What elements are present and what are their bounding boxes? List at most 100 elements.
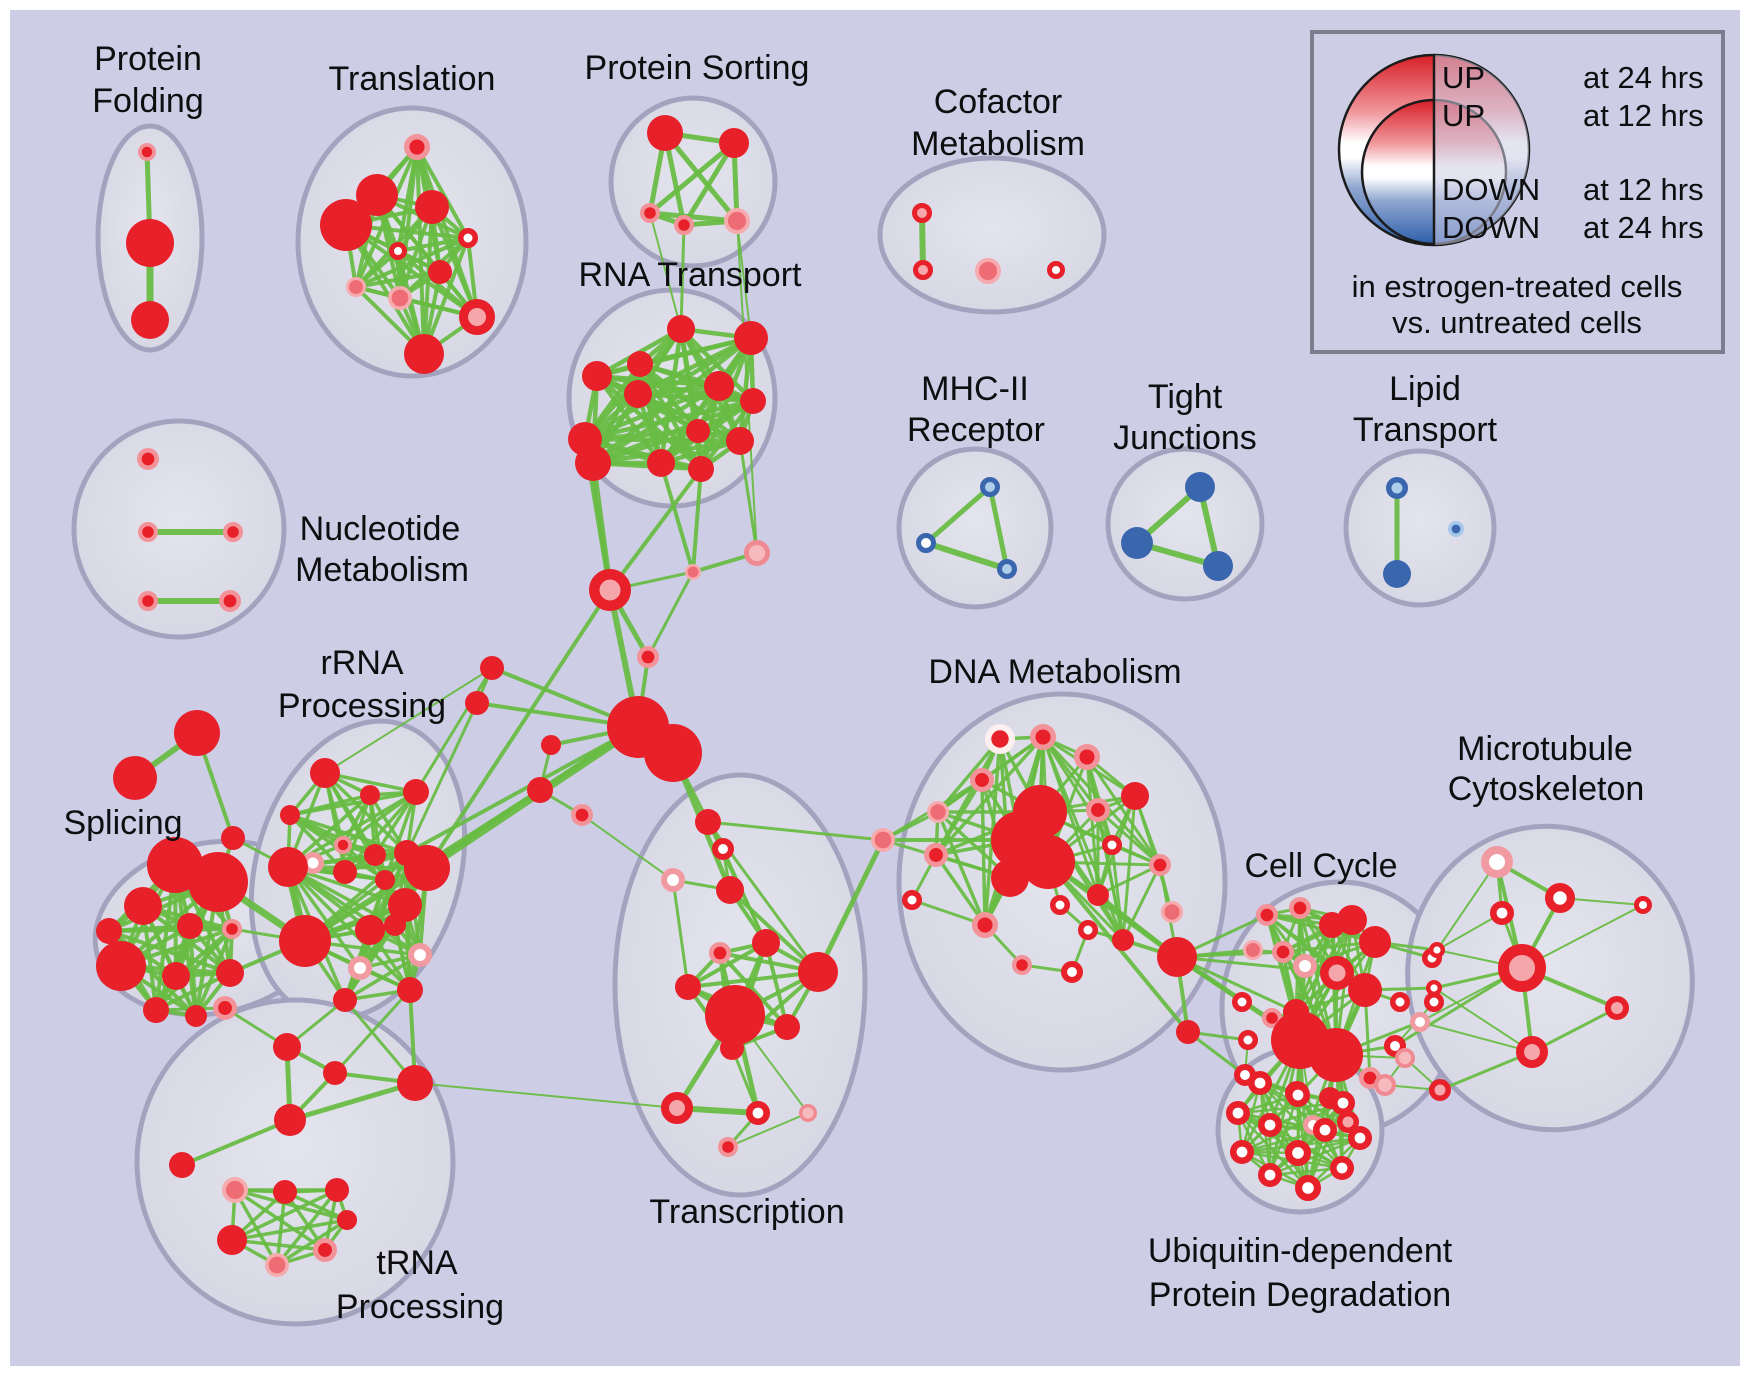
- cluster-label-transcription-line0: Transcription: [649, 1193, 844, 1231]
- node-rt6: [740, 388, 766, 414]
- edge: [287, 1080, 418, 1123]
- node-rt3: [627, 351, 653, 377]
- node-rt13: [688, 456, 714, 482]
- node-d3: [1073, 743, 1100, 770]
- node-bp2: [465, 691, 489, 715]
- legend-row-time-3: at 24 hrs: [1583, 210, 1704, 245]
- edge: [764, 941, 789, 1029]
- node-x1: [752, 929, 780, 957]
- edge: [582, 398, 756, 442]
- node-n3: [223, 521, 244, 542]
- node-n2: [138, 521, 159, 542]
- cluster-label-nucleotide-metabolism-line1: Metabolism: [295, 551, 469, 589]
- edge: [686, 970, 820, 989]
- node-r13: [408, 943, 432, 967]
- node-sp9: [216, 959, 244, 987]
- edge: [288, 790, 418, 817]
- node-d14: [1149, 853, 1172, 876]
- cluster-label-translation-line0: Translation: [329, 60, 496, 98]
- node-pf1: [137, 142, 156, 161]
- edge: [594, 373, 664, 466]
- node-r11: [388, 888, 422, 922]
- edge: [691, 467, 703, 574]
- node-t9: [387, 285, 412, 310]
- node-cm2: [913, 260, 933, 280]
- node-c12: [1261, 1007, 1282, 1028]
- edge: [180, 1118, 292, 1167]
- node-n5: [218, 589, 241, 612]
- node-u7: [1348, 1126, 1373, 1151]
- cluster-ellipse-tight-junctions: [1105, 446, 1265, 602]
- node-tr5: [274, 1104, 306, 1136]
- node-t1: [404, 133, 431, 160]
- edge: [1085, 755, 1162, 867]
- node-lt2: [1383, 560, 1411, 588]
- edge: [647, 140, 737, 216]
- node-c10: [1348, 973, 1382, 1007]
- node-c24: [1424, 992, 1444, 1012]
- node-d18: [1050, 895, 1070, 915]
- node-d10: [1021, 835, 1075, 889]
- node-s1: [174, 710, 220, 756]
- node-d21: [1161, 901, 1184, 924]
- edge: [923, 484, 993, 546]
- cluster-label-trna-processing-line0: tRNA: [376, 1244, 458, 1282]
- cluster-label-ubiquitin-degradation-line1: Protein Degradation: [1149, 1276, 1451, 1314]
- edge: [936, 810, 987, 927]
- node-u11: [1258, 1163, 1283, 1188]
- node-s2: [113, 756, 157, 800]
- cluster-label-lipid-transport-line1: Transport: [1353, 411, 1498, 449]
- node-t3: [320, 199, 372, 251]
- edge: [286, 865, 412, 992]
- edge: [286, 865, 397, 927]
- edge: [608, 467, 703, 592]
- edge: [738, 439, 759, 555]
- edge: [728, 888, 820, 974]
- cluster-label-cell-cycle-line0: Cell Cycle: [1244, 847, 1397, 885]
- node-w1: [685, 564, 701, 580]
- edge: [736, 220, 752, 339]
- node-r5: [334, 836, 353, 855]
- node-ps5: [724, 207, 751, 234]
- edge: [1096, 863, 1162, 897]
- node-r8: [364, 844, 386, 866]
- cluster-label-rna-transport-line0: RNA Transport: [579, 256, 803, 294]
- edge: [815, 837, 886, 975]
- edge: [594, 373, 743, 444]
- node-lt3: [1448, 520, 1465, 537]
- node-r15: [397, 977, 423, 1003]
- cluster-ellipse-trna-processing: [134, 997, 456, 1327]
- node-c2: [1289, 896, 1312, 919]
- node-cm1: [912, 203, 932, 223]
- edge: [721, 847, 768, 945]
- edge: [1433, 987, 1533, 1053]
- edge: [1096, 808, 1125, 942]
- legend-caption-0: in estrogen-treated cells: [1352, 269, 1683, 304]
- edge: [323, 771, 418, 794]
- edge: [233, 1188, 349, 1222]
- cluster-label-protein-folding-line1: Folding: [92, 82, 204, 120]
- node-c16: [1309, 1028, 1363, 1082]
- node-cm3: [975, 258, 1002, 285]
- node-c6: [1243, 940, 1263, 960]
- edge: [718, 951, 789, 1029]
- node-r7: [333, 860, 357, 884]
- legend-caption-1: vs. untreated cells: [1392, 305, 1642, 340]
- edge: [934, 853, 987, 927]
- node-sp3: [124, 887, 162, 925]
- edge: [590, 460, 704, 472]
- node-sp4: [96, 918, 122, 944]
- node-tr3: [323, 1061, 347, 1085]
- node-d16: [902, 890, 922, 910]
- node-c5: [1359, 926, 1391, 958]
- node-ps2: [719, 128, 749, 158]
- node-l3: [570, 803, 593, 826]
- node-m3: [1490, 900, 1515, 925]
- edge: [422, 236, 470, 356]
- node-d5: [927, 801, 950, 824]
- node-x13: [712, 838, 735, 861]
- edge: [1438, 1050, 1534, 1092]
- node-x7: [720, 1036, 744, 1060]
- edge: [107, 929, 232, 975]
- edge: [230, 1188, 339, 1242]
